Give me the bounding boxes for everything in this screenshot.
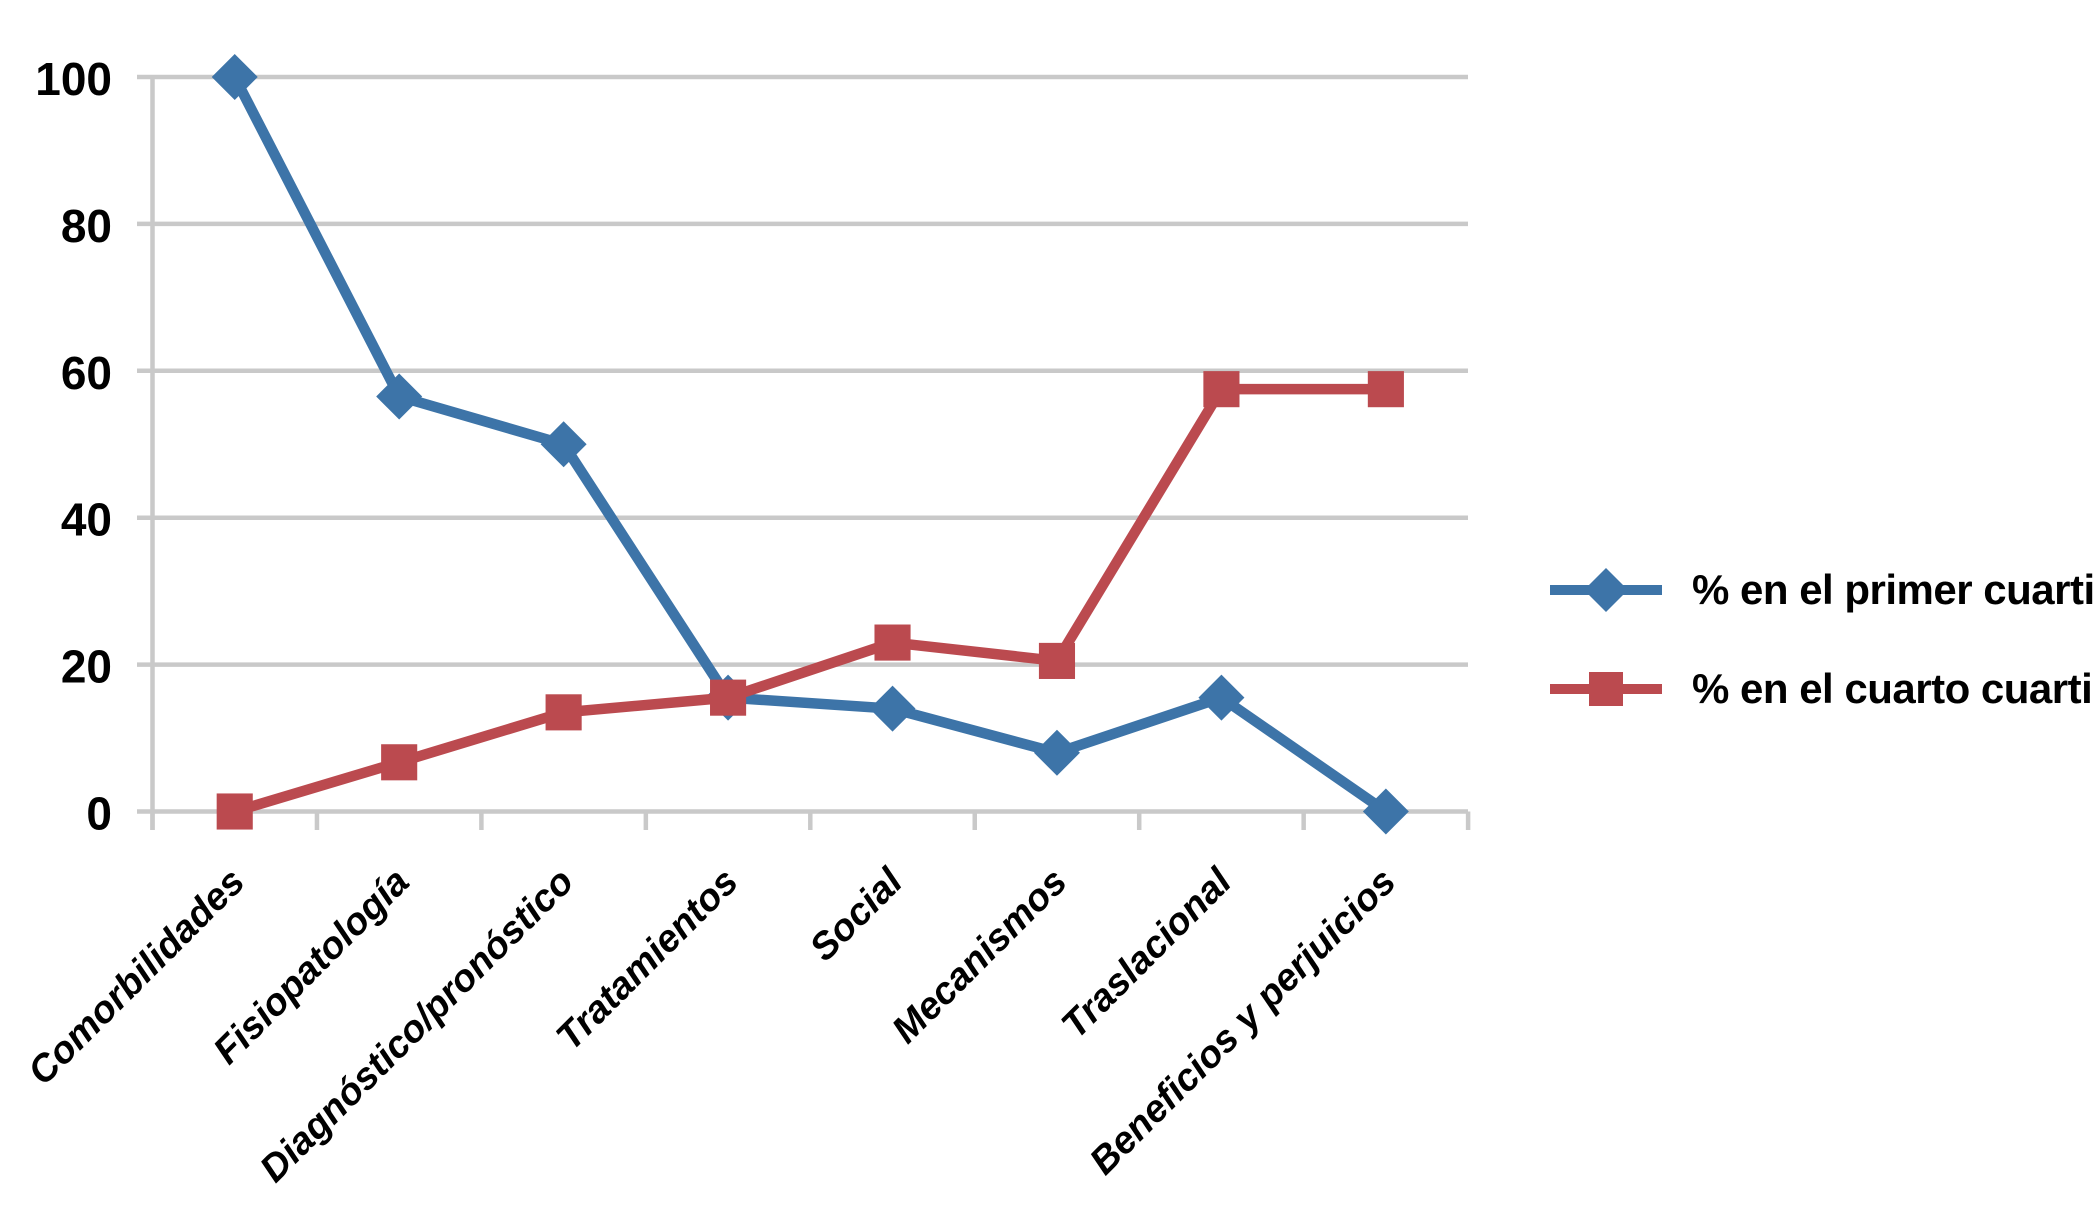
data-point-marker <box>874 624 911 661</box>
legend: % en el primer cuartil % en el cuarto cu… <box>1546 562 2095 717</box>
data-point-marker <box>1367 371 1404 408</box>
legend-label: % en el primer cuartil <box>1692 566 2095 613</box>
data-point-marker <box>545 694 582 731</box>
legend-item-primer-cuartil[interactable]: % en el primer cuartil <box>1546 562 2095 618</box>
x-axis-label: Traslacional <box>1054 860 1241 1047</box>
data-point-marker <box>1033 729 1080 776</box>
legend-marker <box>1584 568 1628 612</box>
data-point-marker <box>540 421 587 468</box>
x-axis-label: Beneficios y perjuicios <box>1082 861 1404 1183</box>
data-point-marker <box>1362 788 1409 835</box>
data-point-marker <box>376 373 423 420</box>
data-point-marker <box>216 793 253 830</box>
data-point-marker <box>211 54 258 100</box>
data-point-marker <box>710 679 747 716</box>
y-axis-label: 20 <box>61 641 112 693</box>
x-axis-label: Comorbilidades <box>20 861 253 1094</box>
x-axis-label: Social <box>802 860 912 970</box>
series-line <box>229 71 1392 817</box>
x-axis-label: Mecanismos <box>884 861 1075 1052</box>
y-axis-label: 0 <box>86 788 112 840</box>
series-line <box>229 383 1392 817</box>
legend-label: % en el cuarto cuartil <box>1692 665 2095 712</box>
legend-item-cuarto-cuartil[interactable]: % en el cuarto cuartil <box>1546 661 2095 717</box>
series-primer-cuartil <box>211 54 1409 835</box>
y-axis-label: 80 <box>61 200 112 252</box>
data-point-marker <box>869 685 916 732</box>
y-axis-label: 100 <box>35 53 112 105</box>
data-point-marker <box>1203 371 1240 408</box>
data-point-marker <box>1198 674 1245 721</box>
data-point-marker <box>1038 642 1076 679</box>
data-point-marker <box>381 744 418 781</box>
y-axis-label: 40 <box>61 494 112 546</box>
x-axis-label: Diagnóstico/pronóstico <box>252 861 582 1191</box>
legend-marker <box>1589 672 1623 706</box>
series-cuarto-cuartil <box>216 371 1404 830</box>
diamond-marker-icon <box>1550 568 1662 612</box>
y-axis-label: 60 <box>61 347 112 399</box>
square-marker-icon <box>1550 672 1662 706</box>
